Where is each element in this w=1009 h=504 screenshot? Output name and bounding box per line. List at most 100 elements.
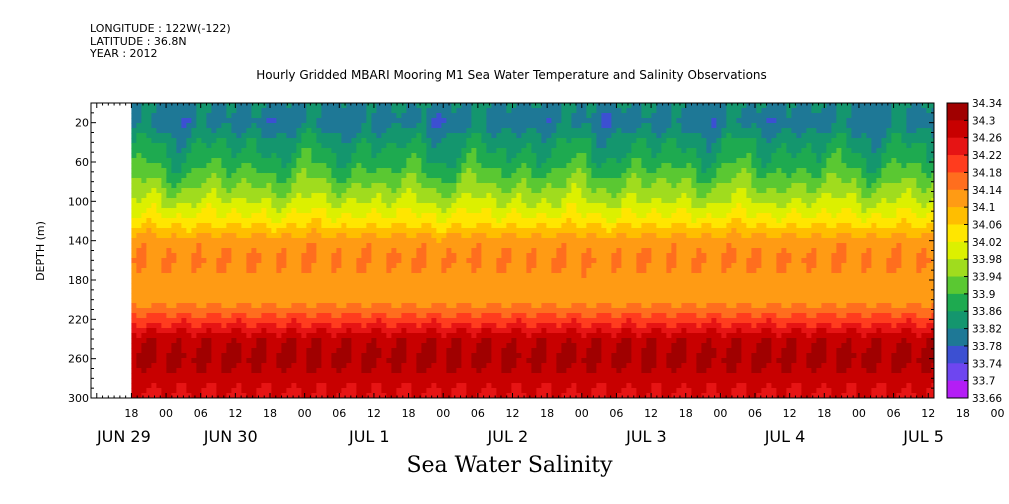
heatmap-cell xyxy=(156,143,162,149)
heatmap-cell xyxy=(396,143,402,149)
heatmap-cell xyxy=(521,168,527,174)
heatmap-cell xyxy=(271,128,277,134)
heatmap-cell xyxy=(341,118,347,124)
heatmap-cell xyxy=(526,128,532,134)
heatmap-cell xyxy=(171,213,177,219)
heatmap-cell xyxy=(261,168,267,174)
heatmap-cell xyxy=(181,338,187,344)
heatmap-cell xyxy=(356,173,362,179)
heatmap-cell xyxy=(241,218,247,224)
heatmap-cell xyxy=(221,358,227,364)
heatmap-cell xyxy=(531,113,537,119)
heatmap-cell xyxy=(421,198,427,204)
heatmap-cell xyxy=(191,228,197,234)
heatmap-cell xyxy=(131,283,137,289)
heatmap-cell xyxy=(356,158,362,164)
heatmap-cell xyxy=(311,168,317,174)
heatmap-cell xyxy=(536,153,542,159)
heatmap-cell xyxy=(536,223,542,229)
heatmap-cell xyxy=(491,228,497,234)
heatmap-cell xyxy=(241,268,247,274)
heatmap-cell xyxy=(491,253,497,259)
heatmap-cell xyxy=(156,168,162,174)
heatmap-cell xyxy=(386,153,392,159)
heatmap-cell xyxy=(406,243,412,249)
heatmap-cell xyxy=(271,168,277,174)
heatmap-cell xyxy=(216,383,222,389)
heatmap-cell xyxy=(541,373,547,379)
heatmap-cell xyxy=(461,223,467,229)
heatmap-cell xyxy=(241,353,247,359)
heatmap-cell xyxy=(176,368,182,374)
heatmap-cell xyxy=(346,278,352,284)
heatmap-cell xyxy=(401,393,407,398)
heatmap-cell xyxy=(136,373,142,379)
heatmap-cell xyxy=(486,268,492,274)
heatmap-cell xyxy=(186,158,192,164)
heatmap-cell xyxy=(206,393,212,398)
heatmap-cell xyxy=(331,138,337,144)
heatmap-cell xyxy=(396,178,402,184)
heatmap-cell xyxy=(136,238,142,244)
heatmap-cell xyxy=(151,108,157,114)
heatmap-cell xyxy=(486,193,492,199)
heatmap-cell xyxy=(291,208,297,214)
heatmap-cell xyxy=(266,233,272,239)
heatmap-cell xyxy=(156,218,162,224)
heatmap-cell xyxy=(426,343,432,349)
heatmap-cell xyxy=(446,153,452,159)
heatmap-cell xyxy=(551,153,557,159)
heatmap-cell xyxy=(211,218,217,224)
heatmap-cell xyxy=(506,238,512,244)
heatmap-cell xyxy=(481,233,487,239)
heatmap-cell xyxy=(346,283,352,289)
heatmap-cell xyxy=(291,388,297,394)
heatmap-cell xyxy=(396,123,402,129)
heatmap-cell xyxy=(311,333,317,339)
heatmap-cell xyxy=(351,103,357,109)
heatmap-cell xyxy=(486,313,492,319)
heatmap-cell xyxy=(526,138,532,144)
heatmap-cell xyxy=(436,253,442,259)
heatmap-cell xyxy=(281,378,287,384)
heatmap-cell xyxy=(366,353,372,359)
heatmap-cell xyxy=(256,203,262,209)
heatmap-cell xyxy=(476,103,482,109)
heatmap-cell xyxy=(296,298,302,304)
heatmap-cell xyxy=(296,343,302,349)
heatmap-cell xyxy=(186,358,192,364)
heatmap-cell xyxy=(271,363,277,369)
heatmap-cell xyxy=(226,323,232,329)
heatmap-cell xyxy=(236,243,242,249)
heatmap-cell xyxy=(546,158,552,164)
heatmap-cell xyxy=(321,103,327,109)
heatmap-cell xyxy=(541,283,547,289)
heatmap-cell xyxy=(166,103,172,109)
heatmap-cell xyxy=(316,263,322,269)
heatmap-cell xyxy=(171,353,177,359)
heatmap-cell xyxy=(441,378,447,384)
heatmap-cell xyxy=(416,343,422,349)
heatmap-cell xyxy=(411,168,417,174)
heatmap-cell xyxy=(516,108,522,114)
heatmap-cell xyxy=(391,223,397,229)
heatmap-cell xyxy=(171,373,177,379)
heatmap-cell xyxy=(421,343,427,349)
heatmap-cell xyxy=(396,378,402,384)
heatmap-cell xyxy=(211,243,217,249)
heatmap-cell xyxy=(521,143,527,149)
heatmap-cell xyxy=(491,188,497,194)
heatmap-cell xyxy=(286,103,292,109)
heatmap-cell xyxy=(431,318,437,324)
heatmap-cell xyxy=(311,258,317,264)
heatmap-cell xyxy=(221,118,227,124)
heatmap-cell xyxy=(291,283,297,289)
heatmap-cell xyxy=(441,218,447,224)
heatmap-cell xyxy=(536,213,542,219)
heatmap-cell xyxy=(311,378,317,384)
heatmap-cell xyxy=(146,268,152,274)
heatmap-cell xyxy=(371,193,377,199)
heatmap-cell xyxy=(506,348,512,354)
heatmap-cell xyxy=(146,238,152,244)
heatmap-cell xyxy=(526,343,532,349)
